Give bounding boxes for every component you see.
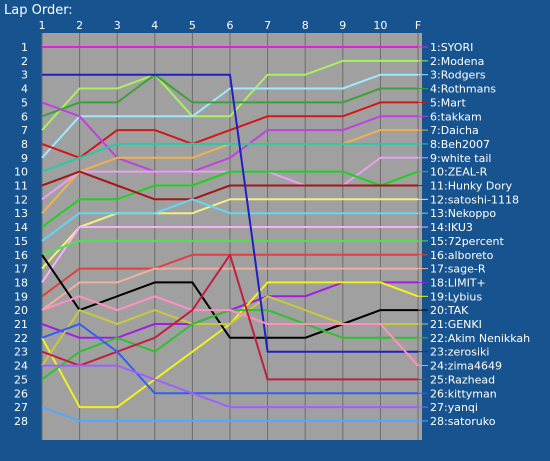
y-tick-label: 16 (14, 249, 28, 262)
series-line (41, 226, 418, 283)
legend-entry: 1:SYORI (430, 41, 473, 54)
x-tick-label: 9 (339, 19, 346, 32)
plot-background (42, 33, 422, 440)
series-line (41, 101, 418, 173)
legend-entry: 4:Rothmans (430, 83, 496, 96)
legend-entry: 2:Modena (430, 55, 484, 68)
y-tick-label: 8 (21, 138, 28, 151)
legend-entry: 27:yanqi (430, 401, 478, 414)
legend-entry: 20:TAK (430, 304, 469, 317)
y-tick-label: 15 (14, 235, 28, 248)
x-tick-label: 6 (227, 19, 234, 32)
y-tick-label: 25 (14, 373, 28, 386)
legend-entry: 22:Akim Nenikkah (430, 332, 530, 345)
y-tick-label: 3 (21, 69, 28, 82)
series-line (41, 170, 419, 228)
x-tick-label: 1 (39, 19, 46, 32)
y-tick-label: 14 (14, 221, 28, 234)
series-line (41, 170, 418, 201)
series-line (41, 406, 418, 422)
legend-entry: 8:Beh2007 (430, 138, 490, 151)
y-tick-label: 26 (14, 387, 28, 400)
x-tick-label: 3 (114, 19, 121, 32)
legend-entry: 15:72percent (430, 235, 505, 248)
legend-entry: 6:takkam (430, 110, 482, 123)
legend-entry: 24:zima4649 (430, 360, 502, 373)
series-lines (41, 46, 419, 422)
y-tick-label: 6 (21, 110, 28, 123)
legend-entry: 14:IKU3 (430, 221, 473, 234)
series-line (41, 198, 418, 270)
legend-entry: 26:kittyman (430, 387, 497, 400)
legend-entry: 7:Daicha (430, 124, 479, 137)
series-line (41, 73, 418, 159)
y-tick-label: 4 (21, 83, 28, 96)
series-line (41, 101, 418, 159)
legend-entry: 10:ZEAL-R (430, 166, 488, 179)
x-tick-label: 2 (76, 19, 83, 32)
legend-entry: 3:Rodgers (430, 69, 486, 82)
y-tick-label: 11 (14, 180, 28, 193)
x-tick-label: 7 (264, 19, 271, 32)
legend-entry: 21:GENKI (430, 318, 482, 331)
legend-entry: 12:satoshi-1118 (430, 193, 519, 206)
x-tick-label: 5 (189, 19, 196, 32)
y-tick-label: 28 (14, 415, 28, 428)
y-tick-label: 22 (14, 332, 28, 345)
series-line (41, 142, 418, 173)
y-tick-label: 10 (14, 166, 28, 179)
legend-entry: 28:satoruko (430, 415, 496, 428)
series-line (42, 364, 418, 409)
y-tick-label: 21 (14, 318, 28, 331)
legend-entry: 23:zerosiki (430, 346, 489, 359)
y-tick-label: 12 (14, 193, 28, 206)
y-tick-label: 13 (14, 207, 28, 220)
y-tick-label: 19 (14, 290, 28, 303)
y-tick-label: 7 (21, 124, 28, 137)
legend-entry: 13:Nekoppo (430, 207, 496, 220)
y-tick-label: 23 (14, 346, 28, 359)
y-tick-label: 24 (14, 360, 28, 373)
legend-entry: 25:Razhead (430, 373, 495, 386)
x-tick-label: 10 (373, 19, 387, 32)
y-tick-label: 17 (14, 263, 28, 276)
series-line (41, 73, 418, 118)
series-line (42, 73, 418, 353)
series-line (41, 59, 418, 131)
legend: 1:SYORI2:Modena3:Rodgers4:Rothmans5:Mart… (418, 41, 530, 428)
y-tick-label: 5 (21, 96, 28, 109)
grid-lines (41, 33, 419, 440)
legend-entry: 19:Lybius (430, 290, 482, 303)
legend-entry: 11:Hunky Dory (430, 180, 513, 193)
legend-entry: 5:Mart (430, 96, 466, 109)
y-tick-label: 2 (21, 55, 28, 68)
legend-entry: 18:LIMIT+ (430, 276, 486, 289)
y-tick-label: 1 (21, 41, 28, 54)
x-tick-label: F (415, 19, 421, 32)
x-tick-label: 4 (151, 19, 158, 32)
series-line (41, 323, 418, 395)
y-tick-label: 9 (21, 152, 28, 165)
series-line (41, 253, 418, 381)
series-line (41, 267, 418, 311)
chart-title: Lap Order: (4, 3, 73, 18)
legend-entry: 17:sage-R (430, 263, 486, 276)
legend-entry: 9:white tail (430, 152, 491, 165)
x-axis-labels: 1 2 3 4 5 6 7 8 9 10 F (39, 19, 422, 32)
series-line (41, 295, 419, 367)
x-tick-label: 8 (302, 19, 309, 32)
legend-entry: 16:alboreto (430, 249, 494, 262)
y-tick-label: 27 (14, 401, 28, 414)
y-tick-label: 18 (14, 276, 28, 289)
y-tick-label: 20 (14, 304, 28, 317)
y-axis-labels: 1234567891011121314151617181920212223242… (14, 41, 28, 428)
series-line (41, 198, 418, 242)
series-line (41, 254, 418, 339)
series-line (41, 239, 418, 256)
